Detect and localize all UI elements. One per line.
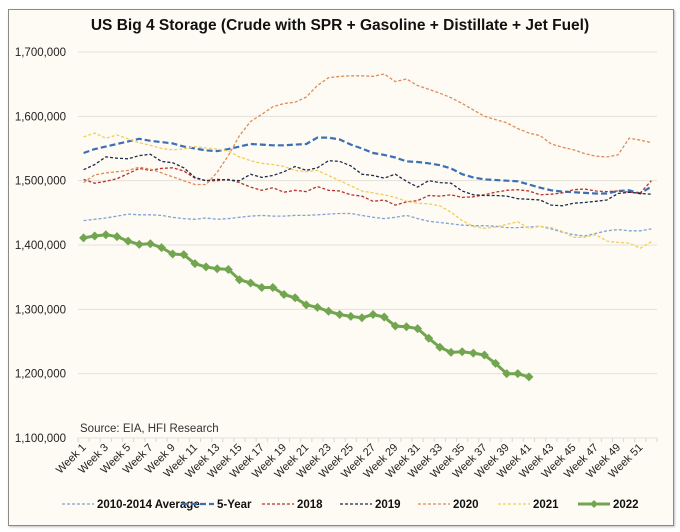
y-axis: 1,100,000 1,200,000 1,300,000 1,400,000 1,50…: [15, 47, 66, 445]
legend-label: 2018: [297, 499, 323, 511]
series-line-2020: [83, 73, 652, 186]
legend-label: 5-Year: [217, 499, 252, 511]
y-tick-label: 1,500,000: [15, 176, 66, 188]
data-point-2022: [390, 321, 400, 331]
data-point-2022: [223, 264, 233, 274]
data-point-2022: [435, 342, 445, 352]
y-tick-label: 1,300,000: [15, 304, 66, 316]
data-point-2022: [134, 239, 144, 249]
series-line-2018: [83, 167, 652, 206]
legend-label: 2010-2014 Average: [97, 499, 200, 511]
gridlines: [78, 51, 657, 439]
data-point-2022: [301, 300, 311, 310]
data-point-2022: [168, 249, 178, 259]
data-point-2022: [112, 232, 122, 242]
y-tick-label: 1,700,000: [15, 47, 66, 59]
legend: 2010-2014 Average 5-Year 2018 2019 2020 2021 2…: [62, 499, 639, 511]
data-point-2022: [201, 262, 211, 272]
data-point-2022: [479, 350, 489, 360]
data-point-2022: [179, 250, 189, 260]
data-point-2022: [457, 347, 467, 357]
data-point-2022: [246, 278, 256, 288]
data-point-2022: [79, 233, 89, 243]
legend-label: 2022: [613, 499, 639, 511]
data-point-2022: [268, 282, 278, 292]
data-point-2022: [357, 313, 367, 323]
legend-item-2020: 2020: [418, 499, 479, 511]
data-point-2022: [290, 293, 300, 303]
data-point-2022: [145, 239, 155, 249]
data-point-2022: [524, 372, 534, 382]
legend-item-2018: 2018: [262, 499, 323, 511]
legend-item-2022: 2022: [578, 499, 639, 511]
data-point-2022: [401, 322, 411, 332]
data-point-2022: [324, 306, 334, 316]
data-point-2022: [279, 290, 289, 300]
series-group: [79, 73, 652, 382]
legend-label: 2020: [453, 499, 479, 511]
legend-item-2019: 2019: [340, 499, 401, 511]
legend-item-2021: 2021: [498, 499, 559, 511]
data-point-2022: [379, 312, 389, 322]
data-point-2022: [101, 230, 111, 240]
data-point-2022: [335, 309, 345, 319]
data-point-2022: [368, 309, 378, 319]
y-tick-label: 1,100,000: [15, 433, 66, 445]
data-point-2022: [513, 369, 523, 379]
series-line-5-year: [83, 136, 652, 195]
y-tick-label: 1,400,000: [15, 240, 66, 252]
series-line-2021: [83, 132, 652, 249]
data-point-2022: [190, 259, 200, 269]
data-point-2022: [468, 348, 478, 358]
y-tick-label: 1,600,000: [15, 111, 66, 123]
source-annotation: Source: EIA, HFI Research: [80, 423, 219, 435]
data-point-2022: [212, 264, 222, 274]
legend-item-5-year: 5-Year: [182, 499, 252, 511]
y-tick-label: 1,200,000: [15, 369, 66, 381]
data-point-2022: [257, 282, 267, 292]
data-point-2022: [157, 243, 167, 253]
data-point-2022: [446, 347, 456, 357]
legend-label: 2021: [533, 499, 559, 511]
series-line-2019: [83, 153, 652, 207]
legend-marker: [590, 500, 598, 508]
data-point-2022: [413, 324, 423, 334]
data-point-2022: [491, 358, 501, 368]
data-point-2022: [346, 311, 356, 321]
data-point-2022: [123, 236, 133, 246]
data-point-2022: [90, 231, 100, 241]
chart-frame: [8, 9, 674, 526]
data-point-2022: [312, 302, 322, 312]
data-point-2022: [424, 333, 434, 343]
chart-title: US Big 4 Storage (Crude with SPR + Gasol…: [90, 17, 590, 34]
series-line-2010-2014-average: [83, 212, 652, 237]
legend-label: 2019: [375, 499, 401, 511]
data-point-2022: [234, 275, 244, 285]
legend-item-2010-2014-average: 2010-2014 Average: [62, 499, 200, 511]
data-point-2022: [502, 369, 512, 379]
